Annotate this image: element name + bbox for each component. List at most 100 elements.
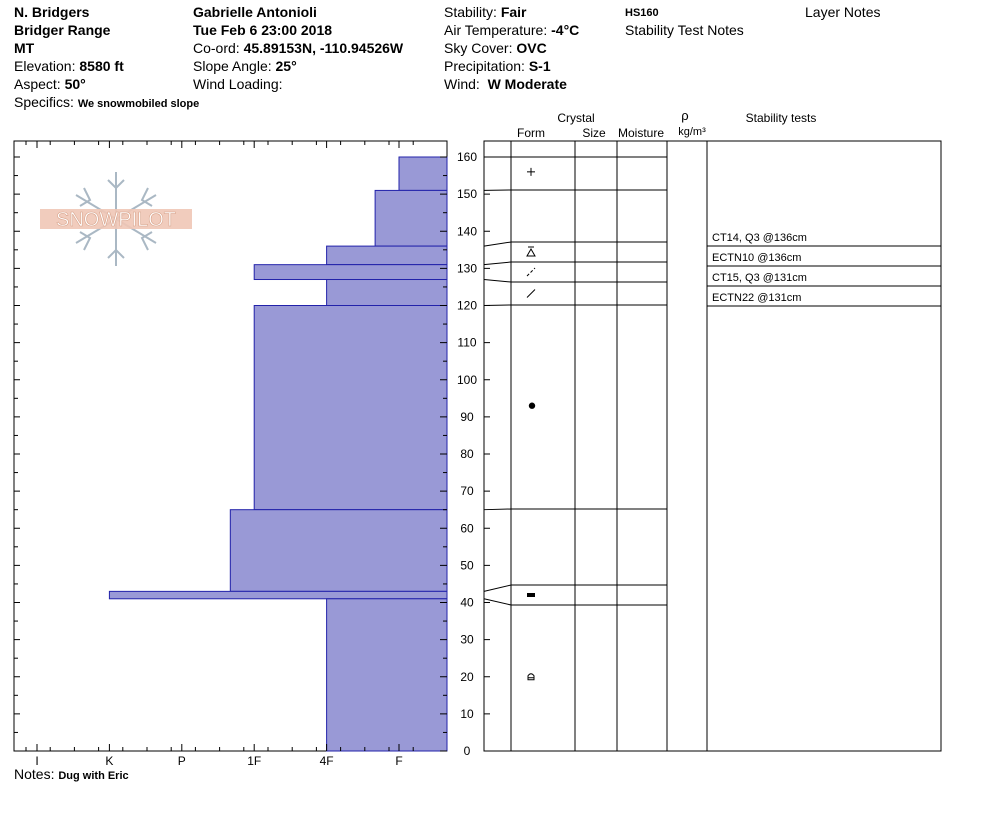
form-slash-icon (526, 289, 536, 298)
location-name: N. Bridgers (14, 4, 90, 20)
observation-datetime: Tue Feb 6 23:00 2018 (193, 22, 333, 38)
col-moisture: Moisture (618, 126, 664, 140)
height-label-130: 130 (457, 261, 477, 275)
height-label-120: 120 (457, 299, 477, 313)
air-temperature: Air Temperature: -4°C (444, 21, 579, 39)
height-label-90: 90 (460, 410, 474, 424)
grain-forms (526, 167, 536, 681)
specifics: Specifics: We snowmobiled slope (14, 93, 199, 113)
column-dividers (510, 141, 708, 751)
form-bar-icon (527, 593, 535, 597)
air-temp-value: -4°C (551, 22, 580, 38)
col-crystal: Crystal (557, 111, 594, 125)
notes-label: Notes: (14, 766, 55, 782)
stability-value: Fair (500, 4, 527, 20)
stability-test-1: ECTN10 @136cm (712, 252, 801, 264)
boundary-65 (483, 508, 667, 511)
layer-notes-label: Layer Notes (805, 4, 881, 20)
height-label-0: 0 (464, 744, 471, 758)
height-label-10: 10 (460, 707, 474, 721)
height-label-50: 50 (460, 558, 474, 572)
hardness-label-4: 4F (320, 754, 334, 768)
boundary-136 (483, 241, 667, 247)
col-rho: ρ (681, 108, 688, 123)
boundary-120 (483, 304, 667, 306)
stability-tests: CT14, Q3 @136cm ECTN10 @136cm CT15, Q3 @13… (707, 232, 941, 307)
height-label-160: 160 (457, 150, 477, 164)
hardness-label-0: I (35, 754, 38, 768)
slope-label: Slope Angle: (193, 58, 272, 74)
coordinates: Co-ord: 45.89153N, -110.94526W (193, 39, 403, 57)
height-label-80: 80 (460, 447, 474, 461)
wind-label: Wind: (444, 76, 480, 92)
form-dashed-slash-icon (526, 267, 536, 277)
form-depth-hoar-cup-icon (527, 673, 535, 681)
precip-value: S-1 (528, 58, 551, 74)
wind-loading: Wind Loading: (193, 76, 283, 92)
aspect: Aspect: 50° (14, 75, 86, 93)
hardness-label-1: K (105, 754, 113, 768)
notes-value: Dug with Eric (58, 770, 129, 782)
logo-banner (40, 209, 192, 229)
hardness-layers (108, 156, 448, 752)
hardness-label-5: F (395, 754, 402, 768)
stability: Stability: Fair (444, 3, 527, 21)
hardness-layer-5 (253, 305, 448, 511)
aspect-label: Aspect: (14, 76, 61, 92)
hardness-label-2: P (178, 754, 186, 768)
precipitation: Precipitation: S-1 (444, 57, 551, 75)
height-label-30: 30 (460, 633, 474, 647)
col-stability-tests: Stability tests (746, 111, 817, 125)
elevation-label: Elevation: (14, 58, 76, 74)
coord-label: Co-ord: (193, 40, 240, 56)
height-label-70: 70 (460, 484, 474, 498)
hardness-axis: I K P 1F 4F F (25, 141, 414, 768)
height-label-140: 140 (457, 224, 477, 238)
precip-label: Precipitation: (444, 58, 525, 74)
height-label-40: 40 (460, 596, 474, 610)
slope-value: 25° (275, 58, 297, 74)
observer-name: Gabrielle Antonioli (193, 4, 317, 20)
hardness-label-3: 1F (247, 754, 261, 768)
stability-test-3: ECTN22 @131cm (712, 292, 801, 304)
stability-test-2: CT15, Q3 @131cm (712, 272, 807, 284)
hardness-layer-1 (374, 189, 448, 247)
boundary-43 (483, 584, 667, 592)
state-name: MT (14, 40, 35, 56)
boundary-41 (483, 598, 667, 606)
notes: Notes: Dug with Eric (14, 765, 129, 785)
slope-angle: Slope Angle: 25° (193, 57, 297, 75)
hardness-layer-0 (398, 156, 448, 191)
form-dot-icon (528, 402, 536, 409)
col-density-unit: kg/m³ (678, 126, 706, 138)
boundary-131 (483, 261, 667, 266)
hardness-layer-8 (326, 598, 448, 752)
wind: Wind: W Moderate (444, 75, 567, 93)
coord-value: 45.89153N, -110.94526W (243, 40, 404, 56)
sky-value: OVC (516, 40, 547, 56)
form-+-icon (527, 167, 535, 176)
sky-label: Sky Cover: (444, 40, 513, 56)
hardness-layer-6 (229, 509, 448, 592)
wind-value: W Moderate (487, 76, 567, 92)
stability-test-0: CT14, Q3 @136cm (712, 232, 807, 244)
snowpilot-logo: SNOWPILOT (40, 172, 192, 266)
stability-test-notes-label: Stability Test Notes (625, 22, 744, 38)
specifics-value: We snowmobiled slope (77, 98, 200, 110)
hardness-layer-7 (108, 590, 448, 600)
layer-boundaries (483, 156, 667, 606)
snow-height: HS160 (625, 7, 659, 19)
elevation: Elevation: 8580 ft (14, 57, 124, 75)
aspect-value: 50° (64, 76, 86, 92)
col-size: Size (582, 126, 606, 140)
height-axis: 0 10 20 30 40 50 60 70 80 90 100 110 120 130 140 150 160 (14, 150, 490, 758)
height-label-150: 150 (457, 187, 477, 201)
range-name: Bridger Range (14, 22, 111, 38)
sky-cover: Sky Cover: OVC (444, 39, 547, 57)
form-surface-hoar-icon (526, 246, 536, 257)
elevation-value: 8580 ft (79, 58, 124, 74)
hardness-layer-3 (253, 264, 448, 281)
height-label-20: 20 (460, 670, 474, 684)
height-label-110: 110 (457, 336, 476, 350)
